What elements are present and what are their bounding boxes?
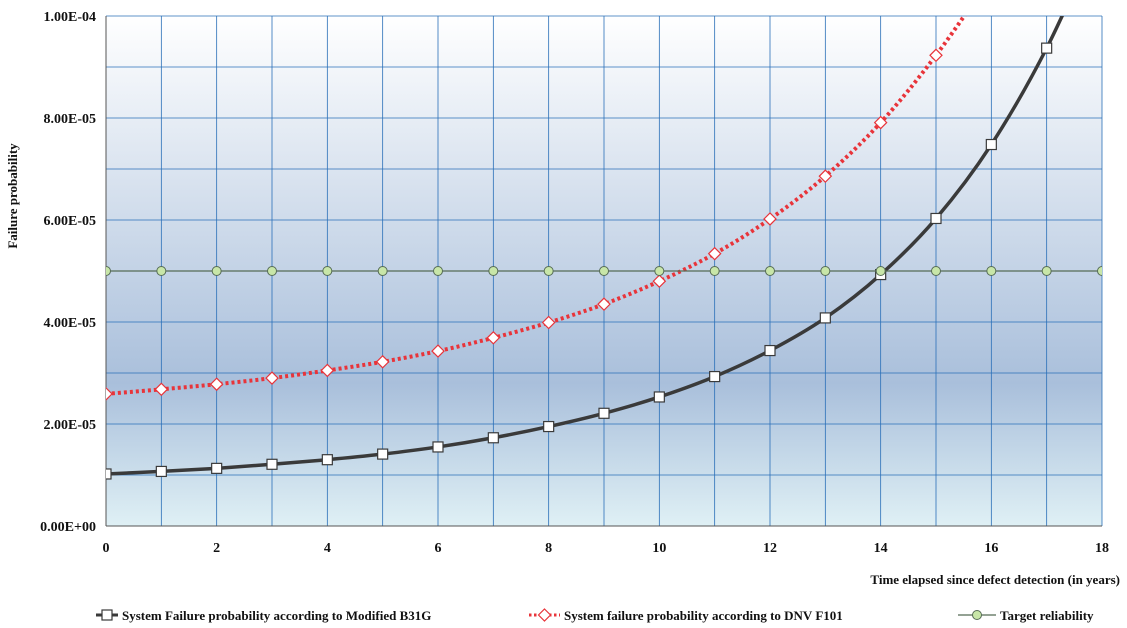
x-tick-label: 12 [763, 541, 777, 556]
data-point-target [106, 266, 111, 276]
data-point-target [377, 266, 388, 276]
data-point-b31g [819, 312, 831, 324]
data-point-dnv [597, 297, 611, 311]
series-b31g [106, 16, 1065, 480]
data-point-target [1041, 266, 1052, 276]
data-point-dnv [818, 169, 833, 183]
legend-item-target: Target reliability [958, 608, 1094, 623]
data-point-b31g [155, 465, 167, 478]
y-tick-label: 1.00E-04 [44, 10, 97, 25]
data-point-target [820, 266, 831, 276]
data-point-b31g [930, 212, 942, 225]
y-tick-label: 0.00E+00 [40, 520, 96, 535]
data-point-target [156, 266, 167, 276]
y-axis-title: Failure probability [5, 143, 20, 249]
legend-marker-target [972, 610, 982, 620]
data-point-target [433, 266, 443, 276]
data-point-b31g [432, 441, 444, 453]
y-tick-label: 8.00E-05 [44, 112, 97, 127]
data-point-dnv [486, 330, 501, 345]
legend-label-target: Target reliability [1000, 608, 1094, 623]
tick-labels: 0 2 4 6 8 10 12 14 16 18 0.00E+00 2.00E-05 4.00E-05 6… [40, 10, 1109, 556]
data-point-dnv [154, 382, 169, 397]
data-point-dnv [873, 115, 888, 130]
data-point-b31g [321, 454, 333, 466]
data-point-b31g [1041, 42, 1053, 54]
data-point-dnv [209, 377, 224, 392]
x-tick-label: 2 [213, 541, 220, 556]
x-tick-label: 10 [652, 541, 666, 556]
data-point-b31g [266, 458, 278, 470]
legend-label-dnv: System failure probability according to … [564, 608, 843, 623]
data-point-dnv [320, 363, 335, 378]
data-point-target [875, 266, 886, 276]
data-point-target [322, 266, 333, 276]
data-point-target [765, 266, 775, 276]
x-tick-label: 8 [545, 541, 552, 556]
data-point-b31g [709, 370, 721, 383]
data-point-b31g [106, 468, 112, 480]
data-point-b31g [211, 462, 223, 474]
legend-marker-b31g [101, 609, 113, 621]
data-point-target [986, 266, 997, 276]
data-point-target [654, 266, 665, 276]
series-dnv [106, 16, 967, 401]
data-point-target [931, 266, 941, 276]
data-point-b31g [543, 420, 555, 433]
data-point-dnv [707, 246, 722, 261]
legend-item-b31g: System Failure probability according to … [96, 608, 431, 623]
x-tick-label: 0 [103, 541, 110, 556]
data-point-b31g [377, 448, 389, 460]
y-tick-label: 2.00E-05 [44, 418, 97, 433]
data-point-dnv [652, 274, 667, 289]
data-point-target [599, 266, 609, 276]
x-tick-label: 18 [1095, 541, 1109, 556]
x-axis-title: Time elapsed since defect detection (in … [870, 572, 1120, 587]
legend-marker-dnv [537, 608, 552, 622]
series [106, 16, 1102, 480]
x-tick-label: 16 [984, 541, 998, 556]
x-tick-label: 6 [435, 541, 442, 556]
data-point-target [267, 266, 277, 276]
y-tick-label: 4.00E-05 [44, 316, 97, 331]
data-point-target [1097, 266, 1102, 276]
data-point-dnv [375, 354, 390, 369]
legend-item-dnv: System failure probability according to … [529, 608, 843, 623]
data-point-dnv [541, 315, 556, 330]
data-point-dnv [106, 387, 113, 401]
x-tick-label: 4 [324, 541, 331, 556]
x-tick-label: 14 [874, 541, 888, 556]
legend: System Failure probability according to … [96, 608, 1094, 623]
data-point-dnv [265, 371, 279, 385]
y-tick-label: 6.00E-05 [44, 214, 97, 229]
data-point-b31g [653, 391, 665, 403]
data-point-target [709, 266, 720, 276]
data-point-b31g [487, 432, 499, 444]
data-point-target [211, 266, 222, 276]
data-point-dnv [431, 344, 445, 358]
data-point-dnv [763, 212, 777, 226]
series-target [106, 266, 1102, 276]
series-line-b31g [106, 16, 1065, 476]
legend-label-b31g: System Failure probability according to … [122, 608, 431, 623]
data-point-b31g [764, 344, 776, 357]
data-point-b31g [598, 407, 610, 419]
data-point-target [488, 266, 499, 276]
series-line-dnv [106, 16, 967, 396]
data-point-b31g [985, 138, 997, 151]
data-point-target [543, 266, 554, 276]
data-point-dnv [929, 48, 943, 63]
